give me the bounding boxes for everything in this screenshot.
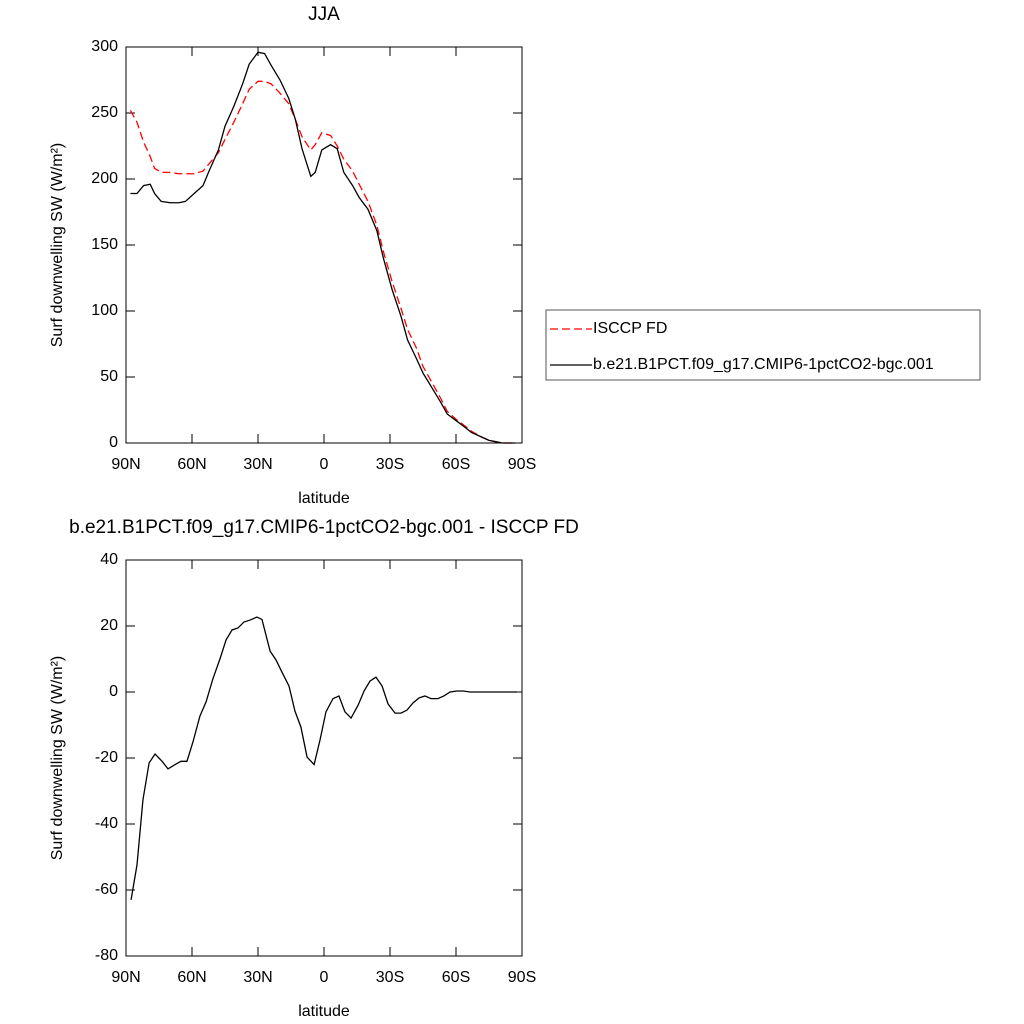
y-tick-label: 20 — [100, 617, 118, 634]
x-tick-label: 60S — [442, 456, 470, 473]
y-axis-label: Surf downwelling SW (W/m²) — [49, 143, 66, 347]
y-tick-label: 200 — [91, 170, 118, 187]
data-line — [130, 51, 516, 444]
data-line — [130, 616, 517, 901]
x-tick-label: 90N — [111, 969, 140, 986]
x-tick-label: 30N — [243, 969, 272, 986]
y-tick-label: 150 — [91, 236, 118, 253]
x-tick-label: 0 — [320, 456, 329, 473]
x-tick-label: 30S — [376, 969, 404, 986]
y-tick-label: -40 — [95, 815, 118, 832]
y-tick-label: 0 — [109, 434, 118, 451]
y-tick-label: 50 — [100, 368, 118, 385]
y-tick-label: 100 — [91, 302, 118, 319]
x-tick-label: 30N — [243, 456, 272, 473]
y-axis-label: Surf downwelling SW (W/m²) — [49, 656, 66, 860]
chart-title: JJA — [308, 4, 340, 25]
y-tick-label: -80 — [95, 947, 118, 964]
legend-box — [545, 309, 981, 381]
y-tick-label: -20 — [95, 749, 118, 766]
y-tick-label: 40 — [100, 551, 118, 568]
y-tick-label: 250 — [91, 104, 118, 121]
x-tick-label: 90N — [111, 456, 140, 473]
x-tick-label: 90S — [508, 969, 536, 986]
y-tick-label: -60 — [95, 881, 118, 898]
x-tick-label: 60S — [442, 969, 470, 986]
data-line — [129, 80, 516, 444]
x-tick-label: 60N — [177, 969, 206, 986]
x-tick-label: 0 — [320, 969, 329, 986]
legend-label: b.e21.B1PCT.f09_g17.CMIP6-1pctCO2-bgc.00… — [593, 356, 934, 373]
x-tick-label: 90S — [508, 456, 536, 473]
x-tick-label: 60N — [177, 456, 206, 473]
y-tick-label: 0 — [109, 683, 118, 700]
x-axis-label: latitude — [298, 1003, 350, 1020]
x-tick-label: 30S — [376, 456, 404, 473]
legend-label: ISCCP FD — [593, 320, 667, 337]
chart-title: b.e21.B1PCT.f09_g17.CMIP6-1pctCO2-bgc.00… — [69, 517, 579, 538]
plot-frame — [125, 46, 523, 444]
y-tick-label: 300 — [91, 38, 118, 55]
plot-frame — [125, 559, 523, 957]
x-axis-label: latitude — [298, 490, 350, 507]
